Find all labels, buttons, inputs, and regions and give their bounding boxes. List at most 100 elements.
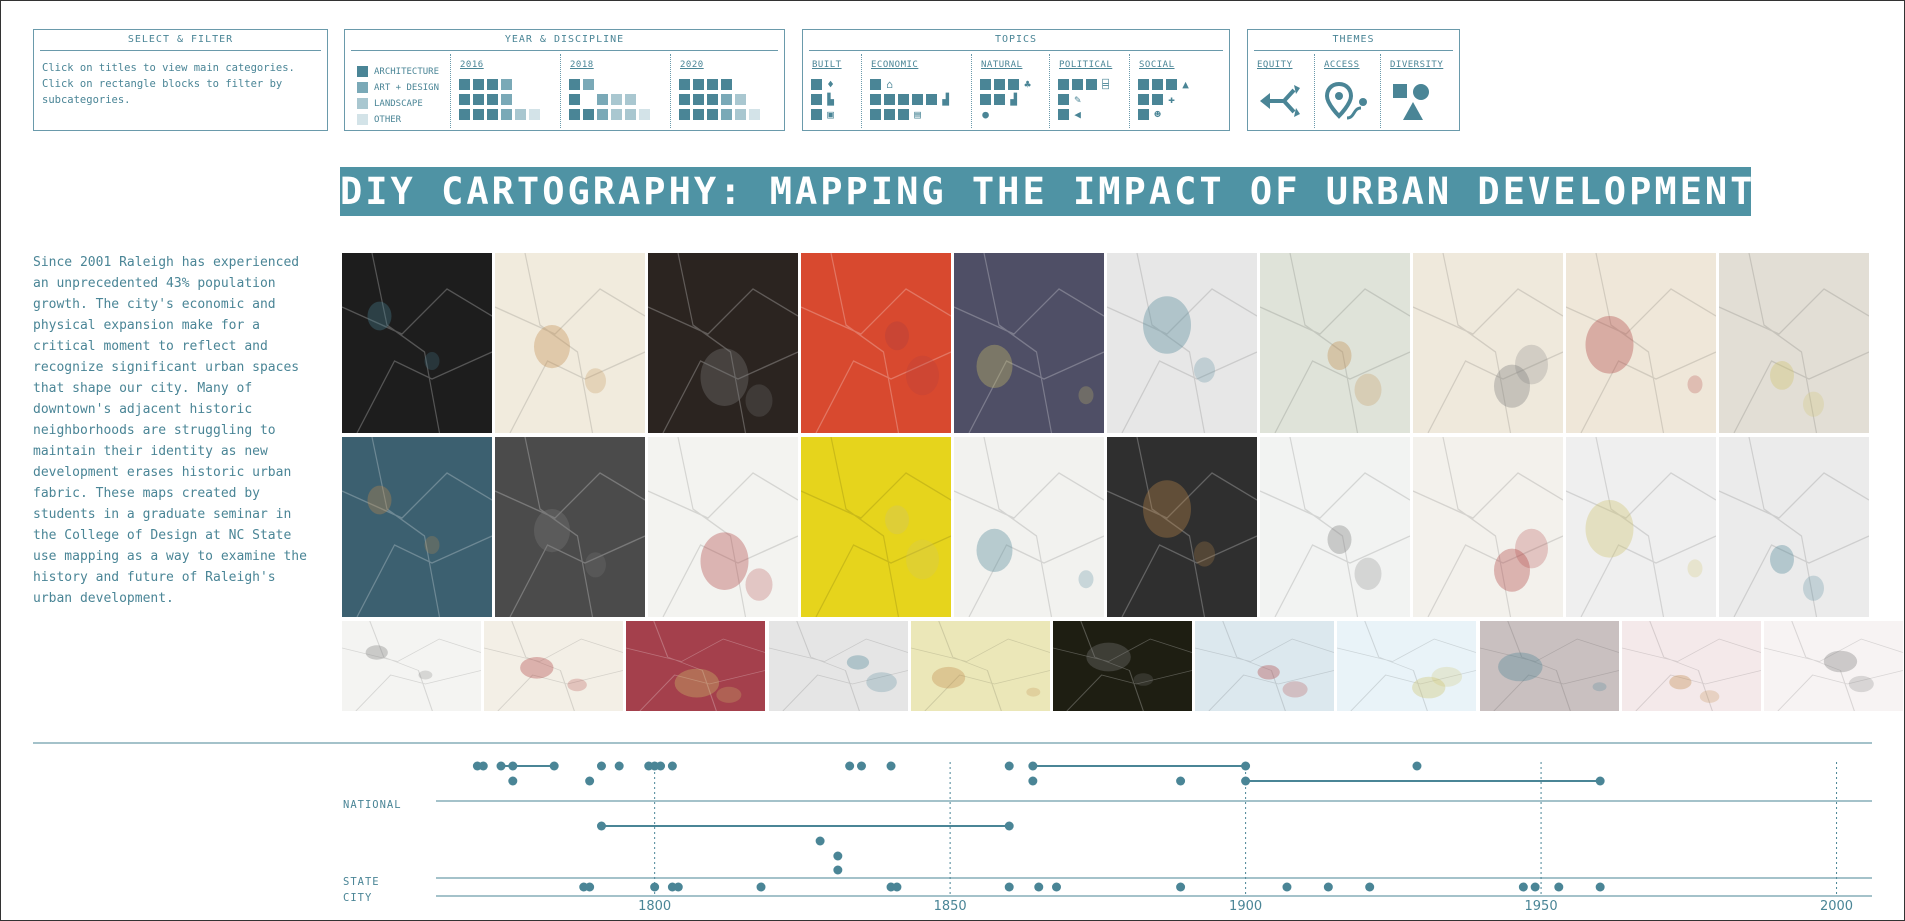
map-thumbnail[interactable]: [342, 621, 481, 711]
city-event-dot[interactable]: [1323, 882, 1333, 892]
filter-block[interactable]: [583, 109, 594, 120]
state-event-dot[interactable]: [833, 865, 843, 875]
year-2016-heading[interactable]: 2016: [460, 60, 484, 70]
filter-block[interactable]: [679, 79, 690, 90]
city-event-dot[interactable]: [1282, 882, 1292, 892]
map-thumbnail[interactable]: [648, 437, 798, 617]
filter-block[interactable]: [870, 94, 881, 105]
city-event-dot[interactable]: [892, 882, 902, 892]
filter-block[interactable]: [501, 94, 512, 105]
filter-block[interactable]: [884, 109, 895, 120]
city-event-dot[interactable]: [756, 882, 766, 892]
filter-block[interactable]: [473, 79, 484, 90]
filter-block[interactable]: [898, 109, 909, 120]
filter-block[interactable]: [1138, 94, 1149, 105]
filter-block[interactable]: [721, 94, 732, 105]
national-event-dot[interactable]: [886, 761, 896, 771]
national-event-dot[interactable]: [856, 761, 866, 771]
theme-access-heading[interactable]: ACCESS: [1324, 60, 1360, 70]
filter-block[interactable]: [870, 109, 881, 120]
national-event-dot[interactable]: [1004, 761, 1014, 771]
filter-block[interactable]: [473, 109, 484, 120]
national-event-dot[interactable]: [667, 761, 677, 771]
topics-title[interactable]: TOPICS: [809, 34, 1223, 51]
city-event-dot[interactable]: [650, 882, 660, 892]
filter-block[interactable]: [1058, 109, 1069, 120]
filter-block[interactable]: [1152, 94, 1163, 105]
legend-landscape[interactable]: LANDSCAPE: [357, 98, 423, 110]
state-event-dot[interactable]: [1004, 821, 1014, 831]
filter-block[interactable]: [529, 109, 540, 120]
national-event-dot[interactable]: [549, 761, 559, 771]
filter-block[interactable]: [501, 109, 512, 120]
filter-block[interactable]: [501, 79, 512, 90]
map-thumbnail[interactable]: [1413, 437, 1563, 617]
national-event-dot[interactable]: [1176, 776, 1186, 786]
map-thumbnail[interactable]: [1260, 437, 1410, 617]
filter-block[interactable]: [707, 109, 718, 120]
filter-block[interactable]: [473, 94, 484, 105]
city-event-dot[interactable]: [1365, 882, 1375, 892]
map-thumbnail[interactable]: [495, 253, 645, 433]
filter-block[interactable]: [811, 79, 822, 90]
filter-block[interactable]: [707, 79, 718, 90]
map-thumbnail[interactable]: [626, 621, 766, 711]
topic-social-heading[interactable]: SOCIAL: [1139, 60, 1175, 70]
map-thumbnail[interactable]: [910, 621, 1050, 711]
city-event-dot[interactable]: [1034, 882, 1044, 892]
filter-block[interactable]: [693, 109, 704, 120]
map-thumbnail[interactable]: [342, 253, 492, 433]
filter-block[interactable]: [1166, 79, 1177, 90]
filter-block[interactable]: [569, 79, 580, 90]
state-event-dot[interactable]: [833, 851, 843, 861]
map-thumbnail[interactable]: [1764, 621, 1903, 711]
topic-economic-heading[interactable]: ECONOMIC: [871, 60, 919, 70]
access-pin-icon[interactable]: [1325, 82, 1369, 122]
map-thumbnail[interactable]: [342, 437, 492, 617]
map-thumbnail[interactable]: [1719, 437, 1869, 617]
filter-block[interactable]: [515, 109, 526, 120]
national-event-dot[interactable]: [508, 761, 518, 771]
national-event-dot[interactable]: [1595, 776, 1605, 786]
national-event-dot[interactable]: [1241, 776, 1251, 786]
legend-art-design[interactable]: ART + DESIGN: [357, 82, 439, 94]
national-event-dot[interactable]: [478, 761, 488, 771]
map-thumbnail[interactable]: [1337, 621, 1477, 711]
map-thumbnail[interactable]: [1107, 437, 1257, 617]
national-event-dot[interactable]: [1028, 776, 1038, 786]
filter-block[interactable]: [625, 94, 636, 105]
themes-title[interactable]: THEMES: [1254, 34, 1453, 51]
filter-block[interactable]: [1086, 79, 1097, 90]
national-event-dot[interactable]: [496, 761, 506, 771]
filter-block[interactable]: [597, 109, 608, 120]
state-event-dot[interactable]: [815, 836, 825, 846]
map-thumbnail[interactable]: [801, 253, 951, 433]
filter-block[interactable]: [749, 109, 760, 120]
map-thumbnail[interactable]: [801, 437, 951, 617]
filter-block[interactable]: [1138, 109, 1149, 120]
year-discipline-title[interactable]: YEAR & DISCIPLINE: [351, 34, 778, 51]
filter-block[interactable]: [611, 109, 622, 120]
filter-block[interactable]: [898, 94, 909, 105]
filter-block[interactable]: [1138, 79, 1149, 90]
map-thumbnail[interactable]: [484, 621, 624, 711]
national-event-dot[interactable]: [596, 761, 606, 771]
national-event-dot[interactable]: [614, 761, 624, 771]
national-event-dot[interactable]: [656, 761, 666, 771]
filter-block[interactable]: [569, 94, 580, 105]
theme-equity-heading[interactable]: EQUITY: [1257, 60, 1293, 70]
city-event-dot[interactable]: [1176, 882, 1186, 892]
filter-block[interactable]: [1058, 94, 1069, 105]
map-thumbnail[interactable]: [1195, 621, 1335, 711]
equity-arrows-icon[interactable]: [1258, 82, 1302, 120]
filter-block[interactable]: [721, 79, 732, 90]
diversity-shapes-icon[interactable]: [1391, 82, 1435, 122]
filter-block[interactable]: [459, 79, 470, 90]
filter-block[interactable]: [583, 79, 594, 90]
filter-block[interactable]: [980, 79, 991, 90]
legend-architecture[interactable]: ARCHITECTURE: [357, 66, 439, 78]
filter-block[interactable]: [811, 109, 822, 120]
topic-political-heading[interactable]: POLITICAL: [1059, 60, 1113, 70]
filter-block[interactable]: [721, 109, 732, 120]
map-thumbnail[interactable]: [1053, 621, 1192, 711]
